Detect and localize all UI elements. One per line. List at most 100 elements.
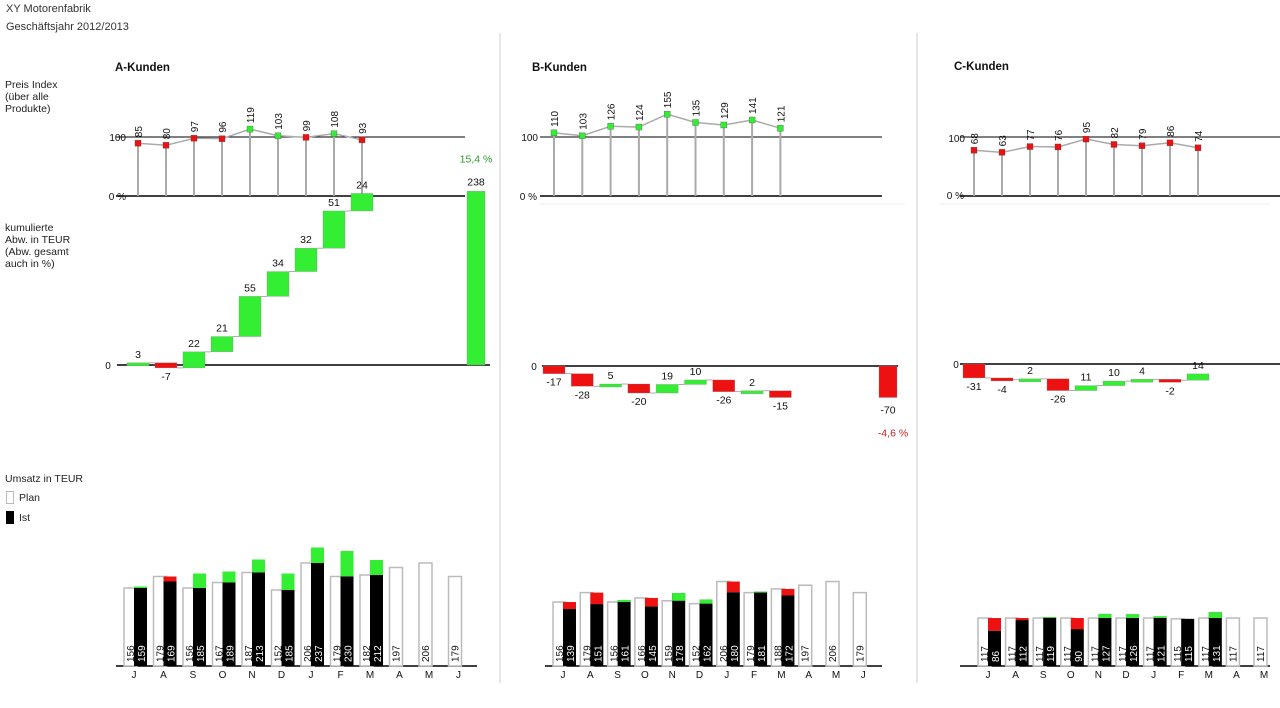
plan-value-label: 117 bbox=[1090, 646, 1101, 662]
actual-value-label: 189 bbox=[226, 645, 237, 662]
plan-bar bbox=[418, 562, 433, 667]
price-point bbox=[330, 130, 338, 137]
waterfall-bar bbox=[571, 373, 594, 387]
actual-value-label: 121 bbox=[1157, 645, 1168, 662]
deviation-bar bbox=[1126, 614, 1139, 619]
actual-value-label: 115 bbox=[1184, 646, 1195, 662]
price-point bbox=[1166, 139, 1174, 146]
month-tick-label: A bbox=[396, 670, 403, 681]
actual-legend-label: Ist bbox=[19, 512, 31, 524]
price-point bbox=[970, 147, 978, 154]
month-tick-label: J bbox=[456, 670, 461, 681]
plan-value-label: 117 bbox=[1063, 646, 1074, 662]
waterfall-bar bbox=[1158, 379, 1182, 383]
month-tick-label: M bbox=[777, 670, 785, 681]
price-value-label: 76 bbox=[1054, 129, 1065, 141]
price-point bbox=[218, 135, 226, 142]
deviation-bar bbox=[590, 592, 604, 605]
waterfall-zero-label: 0 bbox=[953, 360, 959, 371]
waterfall-value-label: -7 bbox=[161, 371, 170, 383]
month-tick-label: J bbox=[309, 670, 314, 681]
deviation-bar bbox=[340, 551, 354, 577]
waterfall-bar bbox=[1074, 385, 1098, 391]
price-point bbox=[134, 140, 142, 147]
waterfall-total-label: -70 bbox=[880, 405, 895, 417]
waterfall-value-label: 19 bbox=[661, 370, 673, 382]
price-index-label-line: (über alle bbox=[5, 91, 49, 103]
month-tick-label: A bbox=[587, 670, 594, 681]
month-tick-label: M bbox=[1260, 670, 1268, 681]
plan-value-label: 117 bbox=[1008, 646, 1019, 662]
waterfall-value-label: -17 bbox=[546, 377, 561, 389]
actual-value-label: 126 bbox=[1129, 645, 1140, 662]
actual-bar bbox=[754, 591, 768, 666]
deviation-bar bbox=[563, 602, 576, 610]
actual-value-label: 185 bbox=[196, 645, 207, 662]
price-value-label: 135 bbox=[692, 99, 703, 116]
cumulative-label-line: Abw. in TEUR bbox=[5, 234, 71, 246]
deviation-bar bbox=[1070, 618, 1084, 630]
deviation-bar bbox=[370, 560, 383, 575]
price-value-label: 126 bbox=[607, 103, 618, 120]
price-point bbox=[302, 134, 310, 141]
waterfall-bar bbox=[1102, 380, 1126, 386]
plan-value-label: 179 bbox=[855, 645, 866, 662]
actual-bar bbox=[1015, 620, 1029, 666]
actual-bar bbox=[699, 599, 713, 666]
cumulative-label-line: kumulierte bbox=[5, 222, 54, 234]
waterfall-value-label: -28 bbox=[575, 389, 590, 401]
month-tick-label: D bbox=[1122, 670, 1129, 681]
waterfall-total-percent: 15,4 % bbox=[460, 153, 493, 165]
waterfall-bar bbox=[542, 365, 566, 374]
waterfall-value-label: 14 bbox=[1192, 360, 1204, 372]
actual-value-label: 127 bbox=[1101, 645, 1112, 662]
plan-value-label: 179 bbox=[746, 645, 757, 662]
actual-value-label: 172 bbox=[784, 645, 795, 662]
actual-value-label: 131 bbox=[1212, 645, 1223, 662]
actual-bar bbox=[1181, 618, 1195, 666]
plan-value-label: 166 bbox=[637, 645, 648, 662]
price-point bbox=[579, 132, 586, 139]
actual-bar bbox=[134, 586, 147, 666]
price-value-label: 121 bbox=[776, 105, 787, 122]
waterfall-value-label: -2 bbox=[1165, 385, 1174, 397]
actual-bar bbox=[1070, 629, 1084, 666]
month-tick-label: N bbox=[669, 670, 676, 681]
plan-bar bbox=[447, 575, 463, 667]
revenue-label: Umsatz in TEUR bbox=[5, 473, 83, 485]
actual-bar bbox=[563, 609, 576, 666]
price-value-label: 79 bbox=[1138, 128, 1149, 140]
waterfall-value-label: 4 bbox=[1139, 365, 1145, 377]
actual-value-label: 181 bbox=[757, 645, 768, 662]
month-tick-label: J bbox=[986, 670, 991, 681]
waterfall-value-label: -20 bbox=[631, 396, 646, 408]
actual-value-label: 151 bbox=[593, 645, 604, 662]
waterfall-value-label: -4 bbox=[997, 384, 1006, 396]
plan-bar bbox=[825, 580, 840, 667]
waterfall-value-label: 51 bbox=[328, 197, 340, 209]
month-tick-label: O bbox=[219, 670, 227, 681]
waterfall-value-label: 2 bbox=[1027, 365, 1033, 377]
month-tick-label: F bbox=[337, 670, 343, 681]
price-point bbox=[635, 123, 643, 131]
actual-value-label: 237 bbox=[314, 645, 325, 662]
month-tick-label: N bbox=[1095, 670, 1102, 681]
deviation-bar bbox=[1043, 617, 1057, 619]
waterfall-value-label: 3 bbox=[135, 349, 141, 361]
actual-legend-swatch bbox=[6, 511, 14, 524]
plan-value-label: 179 bbox=[451, 645, 462, 662]
deviation-bar bbox=[1208, 612, 1222, 619]
waterfall-bar bbox=[684, 379, 707, 385]
price-point bbox=[607, 123, 614, 130]
plan-value-label: 188 bbox=[773, 645, 784, 662]
actual-value-label: 159 bbox=[137, 645, 148, 662]
plan-value-label: 206 bbox=[719, 645, 730, 662]
month-tick-label: S bbox=[614, 670, 621, 681]
price-point bbox=[692, 119, 699, 126]
plan-bar bbox=[388, 566, 404, 667]
price-point bbox=[1054, 143, 1062, 151]
actual-bar bbox=[617, 599, 631, 666]
deviation-bar bbox=[1098, 613, 1112, 619]
price-zero-label: 0 % bbox=[520, 192, 537, 203]
price-point bbox=[1138, 142, 1146, 149]
